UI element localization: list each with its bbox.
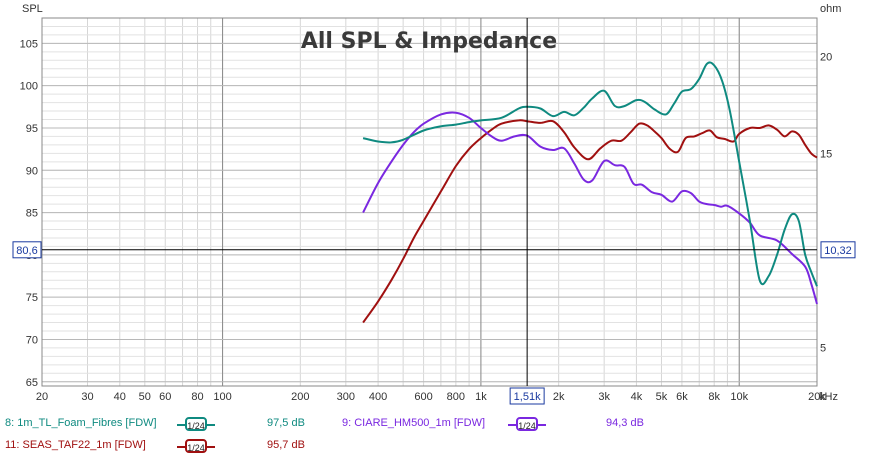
x-tick-label: 800 — [447, 391, 465, 403]
legend-smoothing-control[interactable]: 1/24 — [177, 416, 215, 435]
smoothing-badge[interactable]: 1/24 — [185, 439, 207, 453]
legend-series-name: 9: CIARE_HM500_1m [FDW] — [342, 417, 486, 429]
plot-frame — [41, 17, 818, 387]
series-line-9-ciare-hm500-1m-fdw — [362, 111, 818, 305]
x-tick-label: 50 — [139, 391, 151, 403]
legend-value: 94,3 dB — [606, 417, 644, 429]
y-tick-label: 70 — [26, 334, 38, 346]
smoothing-badge[interactable]: 1/24 — [185, 417, 207, 431]
cursor[interactable]: 1,51k 80,6 10,32 — [12, 18, 856, 405]
legend-series-name: 8: 1m_TL_Foam_Fibres [FDW] — [5, 417, 157, 429]
cursor-y-readout-box — [12, 241, 42, 259]
y2-tick-label: 15 — [820, 149, 832, 161]
x-tick-label: 60 — [159, 391, 171, 403]
cursor-y-readout: 80,6 — [16, 245, 37, 257]
grid-major — [42, 18, 817, 386]
x-tick-label: 40 — [114, 391, 126, 403]
cursor-x-readout: 1,51k — [514, 391, 541, 403]
y-tick-label: 85 — [26, 208, 38, 220]
y-tick-label: 105 — [20, 38, 38, 50]
y-tick-label: 75 — [26, 292, 38, 304]
x-tick-label: 30 — [81, 391, 93, 403]
y-tick-label: 65 — [26, 377, 38, 389]
x-tick-label: 100 — [213, 391, 231, 403]
x-tick-label: 8k — [708, 391, 720, 403]
x-tick-label: 4k — [631, 391, 643, 403]
x-tick-labels: 20 30 40 50 60 80 100 200 300 400 600 800 1k 2k 3k 4k 5k… — [36, 391, 826, 403]
cursor-y2-readout: 10,32 — [824, 245, 852, 257]
x-tick-label: 10k — [730, 391, 748, 403]
legend-value: 97,5 dB — [267, 417, 305, 429]
x-tick-label: 200 — [291, 391, 309, 403]
legend-value: 95,7 dB — [267, 439, 305, 451]
x-tick-label: 6k — [676, 391, 688, 403]
x-tick-label: 20k — [808, 391, 826, 403]
y-tick-label: 90 — [26, 165, 38, 177]
y-axis-label: SPL — [22, 3, 43, 15]
y2-tick-labels: 5101520 — [820, 52, 832, 355]
x-tick-label: 400 — [369, 391, 387, 403]
x-tick-label: 3k — [598, 391, 610, 403]
chart-title: All SPL & Impedance — [301, 29, 557, 54]
x-tick-label: 300 — [337, 391, 355, 403]
y-tick-label: 100 — [20, 81, 38, 93]
x-tick-label: 80 — [191, 391, 203, 403]
y2-tick-label: 5 — [820, 342, 826, 354]
legend-series-name: 11: SEAS_TAF22_1m [FDW] — [5, 439, 146, 451]
x-tick-label: 5k — [656, 391, 668, 403]
series-layer — [362, 61, 818, 324]
legend-smoothing-control[interactable]: 1/24 — [508, 416, 546, 435]
series-line-8-1m-tl-foam-fibres-fdw — [362, 61, 818, 287]
x-tick-label: 20 — [36, 391, 48, 403]
legend-smoothing-control[interactable]: 1/24 — [177, 438, 215, 457]
y2-tick-label: 20 — [820, 52, 832, 64]
x-tick-label: 2k — [553, 391, 565, 403]
x-axis-unit: kHz — [819, 391, 838, 403]
x-tick-label: 600 — [414, 391, 432, 403]
smoothing-badge[interactable]: 1/24 — [516, 417, 538, 431]
series-line-11-seas-taf22-1m-fdw — [362, 119, 818, 324]
y2-axis-label: ohm — [820, 3, 841, 15]
y-tick-label: 95 — [26, 123, 38, 135]
cursor-y2-readout-box — [820, 241, 856, 259]
cursor-x-readout-box — [509, 387, 545, 405]
x-tick-label: 1k — [475, 391, 487, 403]
